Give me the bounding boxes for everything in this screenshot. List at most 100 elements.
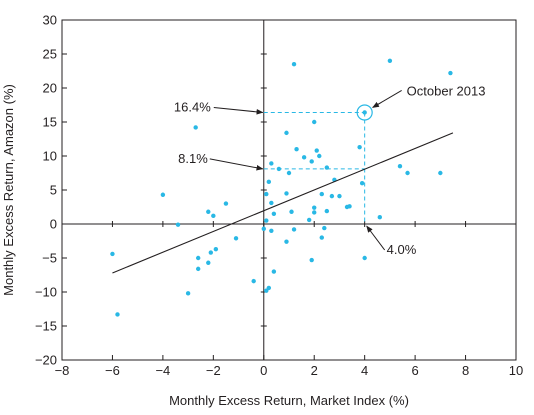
data-point [347,204,352,209]
data-point [314,148,319,153]
data-point [291,227,297,232]
x-tick-label: −6 [105,363,120,378]
data-point [269,228,274,233]
data-point [309,257,314,263]
october-arrow [372,90,402,108]
data-point [196,255,201,261]
october-2013-label: October 2013 [407,83,486,98]
x-axis-title: Monthly Excess Return, Market Index (%) [169,393,409,408]
y-tick-label: 5 [50,183,57,198]
data-point [213,246,219,252]
data-point [329,193,335,199]
data-point [276,166,282,172]
plot-frame [61,19,517,361]
data-point [206,209,211,214]
y-tick-label: −10 [35,285,57,300]
data-point [196,266,201,272]
data-point [284,191,289,196]
data-point [319,191,324,197]
data-point [110,251,115,257]
data-point [289,209,294,214]
x-tick-label: 0 [260,363,267,378]
data-point [438,170,443,176]
data-point [266,179,272,185]
data-point [115,312,120,317]
data-point [271,211,277,216]
label-16-4: 16.4% [174,99,211,114]
data-point [357,144,362,150]
data-point [271,269,277,274]
data-point [264,191,269,197]
data-point [208,250,214,255]
label-4-0: 4.0% [387,242,417,257]
y-tick-label: −20 [35,353,57,368]
label-16-4-arrow [213,106,264,115]
data-point [309,159,314,164]
y-tick-label: −5 [42,251,57,266]
data-point [206,260,211,265]
data-point [387,58,393,63]
data-point [377,215,382,220]
data-point [301,155,307,160]
label-8-1: 8.1% [178,151,208,166]
data-point [160,192,166,197]
data-point [319,235,324,240]
x-tick-label: 4 [361,363,368,378]
y-tick-label: −15 [35,319,57,334]
y-tick-label: 25 [43,47,57,62]
data-point [397,164,403,169]
y-tick-label: 30 [43,13,57,28]
data-point [317,153,322,159]
data-point [175,222,181,227]
data-point [291,61,297,67]
data-point [448,70,453,76]
data-point [264,288,269,293]
data-point [362,255,367,261]
data-point [269,200,274,206]
data-point [294,147,299,152]
y-tick-label: 15 [43,115,57,130]
label-8-1-arrow [209,158,264,171]
annotations: October 2013 16.4% 8.1% 4.0% [174,83,486,257]
data-point [337,193,342,199]
y-tick-label: 10 [43,149,57,164]
label-4-0-arrow [366,225,386,251]
data-point [312,205,317,210]
data-point [324,208,330,214]
data-point [312,119,317,125]
data-point [286,170,292,176]
x-tick-label: 6 [411,363,418,378]
highlight-ring [356,104,373,121]
data-point [223,201,229,206]
data-point [312,210,317,215]
data-point [251,278,256,284]
data-point [284,239,289,244]
regression-line-path [112,132,454,274]
data-point [211,213,216,219]
data-points [110,58,453,317]
x-tick-label: −4 [155,363,170,378]
data-point [405,170,410,176]
data-point [193,125,198,130]
data-point [261,226,266,231]
x-tick-label: 8 [462,363,469,378]
y-axis-title: Monthly Excess Return, Amazon (%) [1,84,16,296]
data-point [185,291,191,296]
y-tick-label: 0 [50,217,57,232]
data-point [306,217,312,223]
data-point [322,225,327,231]
x-tick-label: 2 [311,363,318,378]
data-point [264,218,269,223]
data-point [269,161,274,166]
data-point [284,130,289,136]
y-tick-label: 20 [43,81,57,96]
x-tick-label: −8 [55,363,70,378]
data-point [324,165,330,170]
data-point [362,110,367,115]
data-point [359,181,365,186]
regression-line [112,132,454,274]
data-point [233,236,239,241]
x-tick-label: −2 [206,363,221,378]
